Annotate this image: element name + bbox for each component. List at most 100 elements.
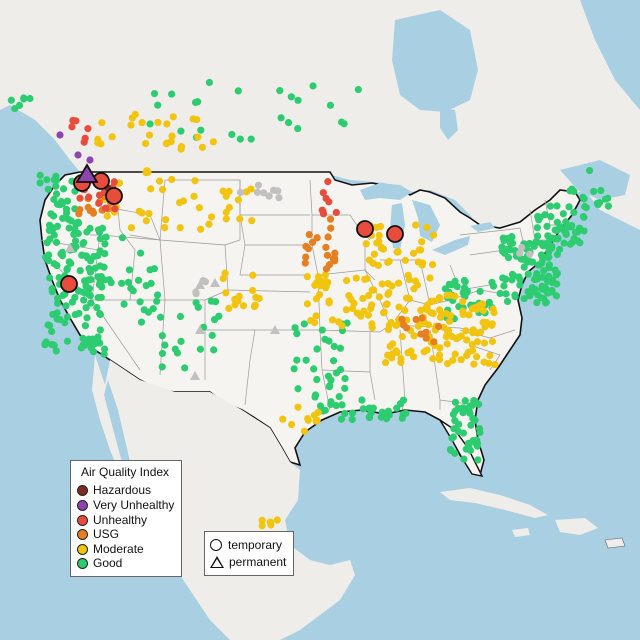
- monitor-dot: [410, 332, 418, 340]
- monitor-dot: [372, 223, 380, 232]
- monitor-dot: [74, 229, 82, 238]
- monitor-dot: [154, 291, 162, 299]
- monitor-markers: [7, 78, 612, 530]
- monitor-dot: [57, 197, 66, 206]
- monitor-dot: [169, 113, 177, 121]
- canada-landmass: [0, 0, 640, 250]
- monitor-dot: [534, 261, 543, 269]
- monitor-dot: [36, 179, 44, 187]
- cuba: [440, 488, 548, 518]
- monitor-dot: [192, 299, 200, 307]
- monitor-dot: [314, 408, 322, 416]
- monitor-dot: [483, 318, 491, 327]
- monitor-dot: [463, 336, 471, 344]
- legend-label: Good: [93, 556, 123, 570]
- monitor-dot: [161, 216, 170, 224]
- monitor-dot: [102, 204, 110, 212]
- monitor-dot: [163, 120, 171, 128]
- monitor-dot: [302, 253, 310, 261]
- monitor-dot: [251, 301, 259, 309]
- monitor-dot: [543, 222, 551, 230]
- monitor-dot: [466, 402, 474, 410]
- monitor-dot: [249, 286, 257, 295]
- monitor-dot: [74, 151, 82, 159]
- monitor-dot: [258, 516, 266, 524]
- monitor-dot: [551, 226, 559, 234]
- monitor-dot: [486, 351, 494, 360]
- monitor-dot: [168, 132, 176, 140]
- monitor-dot: [82, 252, 90, 260]
- monitor-dot: [446, 312, 454, 320]
- monitor-dot: [287, 420, 296, 429]
- james-bay: [440, 108, 458, 140]
- monitor-dot: [342, 306, 350, 314]
- monitor-dot: [466, 446, 475, 455]
- monitor-dot: [526, 250, 534, 258]
- monitor-dot: [311, 319, 319, 327]
- monitor-dot: [96, 309, 104, 318]
- monitor-dot: [55, 274, 63, 282]
- monitor-dot: [524, 270, 532, 278]
- monitor-dot: [110, 178, 118, 186]
- permanent-monitor-marker: [195, 280, 205, 289]
- monitor-dot: [235, 292, 243, 300]
- monitor-dot: [470, 360, 478, 368]
- monitor-dot: [26, 94, 34, 103]
- monitor-dot: [265, 192, 273, 200]
- monitor-dot: [560, 239, 568, 247]
- monitor-dot: [219, 187, 227, 195]
- monitor-dot: [418, 238, 426, 246]
- monitor-dot: [465, 311, 473, 319]
- monitor-dot: [221, 269, 229, 277]
- monitor-dot: [330, 342, 338, 351]
- legend-label: Moderate: [93, 542, 144, 556]
- monitor-dot: [309, 82, 317, 90]
- monitor-dot: [415, 246, 423, 254]
- monitor-dot: [300, 427, 309, 435]
- monitor-dot: [179, 197, 188, 205]
- monitor-dot: [459, 404, 467, 412]
- monitor-dot: [545, 253, 553, 261]
- permanent-monitor-marker: [195, 325, 205, 334]
- monitor-dot: [467, 421, 475, 429]
- monitor-dot: [194, 133, 202, 141]
- monitor-dot: [451, 417, 459, 425]
- monitor-dot: [533, 298, 541, 307]
- monitor-dot: [516, 281, 524, 289]
- monitor-dot: [534, 212, 542, 221]
- monitor-dot: [100, 350, 108, 358]
- monitor-dot: [580, 213, 588, 221]
- monitor-dot: [445, 317, 454, 325]
- monitor-dot: [62, 302, 70, 310]
- monitor-dot: [198, 143, 207, 151]
- monitor-dot: [177, 143, 186, 151]
- monitor-dot: [95, 191, 104, 199]
- legend-swatch-good: [77, 557, 88, 569]
- monitor-dot: [75, 287, 83, 295]
- circle-icon: [210, 539, 222, 551]
- monitor-dot: [86, 268, 95, 276]
- monitor-dot: [405, 275, 413, 284]
- monitor-dot: [359, 405, 367, 413]
- monitor-dot: [43, 176, 51, 184]
- monitor-dot: [80, 138, 88, 146]
- monitor-dot: [570, 208, 578, 217]
- monitor-dot: [325, 198, 333, 206]
- monitor-dot: [125, 266, 134, 274]
- monitor-dot: [367, 304, 375, 313]
- monitor-dot: [347, 295, 355, 303]
- monitor-dot: [585, 166, 594, 175]
- monitor-dot: [63, 337, 72, 345]
- monitor-dot: [102, 233, 110, 241]
- monitor-dot: [539, 254, 547, 262]
- monitor-dot: [375, 293, 383, 301]
- monitor-dot: [96, 326, 104, 334]
- monitor-dot: [364, 291, 373, 300]
- monitor-dot: [53, 261, 61, 270]
- monitor-dot: [81, 322, 90, 330]
- monitor-dot: [375, 231, 383, 239]
- monitor-dot: [384, 407, 392, 415]
- legend-item-temporary: temporary: [210, 538, 282, 552]
- lake-superior: [360, 183, 412, 200]
- large-monitor-marker: [60, 275, 78, 293]
